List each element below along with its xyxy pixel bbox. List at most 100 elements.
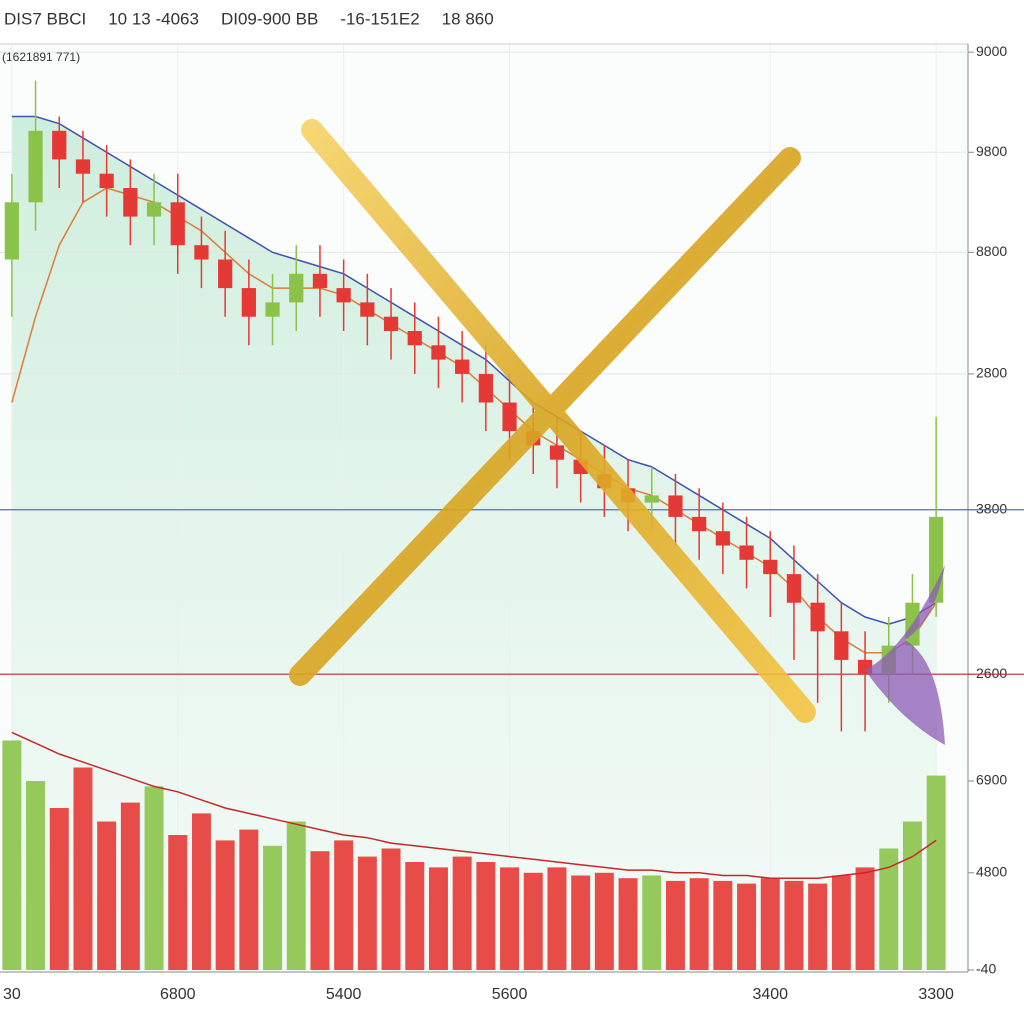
- volume-bar: [571, 875, 591, 970]
- volume-bar: [902, 821, 922, 970]
- volume-bar: [808, 883, 828, 970]
- volume-bar: [547, 867, 567, 970]
- volume-bar: [855, 867, 875, 970]
- candle-body: [668, 495, 683, 517]
- volume-ma-line: [11, 731, 937, 879]
- x-tick-label: 5600: [492, 986, 528, 1003]
- y-tick-label: 9800: [976, 143, 1007, 159]
- candle-body: [549, 445, 565, 460]
- candle-body: [786, 574, 802, 603]
- header-item: DI09-900 BB: [221, 9, 318, 28]
- gold-stroke: [289, 147, 801, 686]
- volume-bar: [191, 813, 211, 970]
- volume-bar: [97, 821, 117, 970]
- volume-bar: [49, 808, 69, 970]
- candle-body: [28, 130, 43, 203]
- volume-bar: [642, 875, 662, 970]
- volume-bar: [334, 840, 354, 970]
- purple-shape: [865, 565, 945, 745]
- volume-bar: [2, 740, 22, 970]
- candle-body: [834, 631, 849, 660]
- ma-line: [11, 115, 937, 625]
- candle-body: [431, 345, 446, 360]
- volume-bar: [476, 862, 496, 970]
- volume-bar: [760, 878, 780, 970]
- volume-bar: [500, 867, 520, 970]
- area-fill: [11, 116, 937, 970]
- ma-line: [11, 187, 937, 654]
- candle-body: [715, 531, 730, 546]
- subtitle: (1621891 771): [2, 50, 80, 64]
- volume-bar: [168, 835, 188, 970]
- x-tick-label: 6800: [160, 986, 196, 1003]
- volume-bar: [286, 821, 306, 970]
- candle-body: [383, 316, 399, 331]
- candle-body: [644, 495, 659, 503]
- y-tick-label: 3800: [976, 500, 1007, 516]
- header-item: 18 860: [442, 9, 494, 28]
- candle-body: [170, 202, 185, 246]
- y-tick-label: 6900: [976, 772, 1007, 788]
- gold-stroke: [301, 119, 816, 723]
- header: DIS7 BBCI 10 13 -4063 DI09-900 BB -16-151E2…: [4, 9, 494, 28]
- candle-body: [75, 159, 91, 174]
- volume-bar: [120, 802, 140, 970]
- candle-body: [478, 373, 493, 403]
- volume-bar: [665, 880, 685, 970]
- volume-bar: [26, 781, 46, 970]
- header-item: 10 13 -4063: [108, 9, 199, 28]
- volume-bar: [926, 775, 946, 970]
- candle-body: [241, 288, 256, 317]
- candle-body: [739, 545, 754, 560]
- candle-body: [218, 259, 233, 289]
- y-tick-label: 8800: [976, 243, 1007, 259]
- volume-bar: [879, 848, 899, 970]
- volume-bar: [618, 878, 638, 970]
- volume-bar: [310, 851, 330, 970]
- volume-bar: [594, 872, 614, 970]
- volume-bar: [73, 767, 93, 970]
- volume-bar: [713, 880, 733, 970]
- candle-body: [336, 288, 351, 303]
- plot-layer: 9000 9800 8800 2800 3800 2600 6900 4800 -40 30 680…: [0, 43, 1024, 1003]
- candle-body: [52, 130, 67, 160]
- volume-bar: [381, 848, 401, 970]
- volume-bar: [523, 872, 543, 970]
- volume-bar: [428, 867, 448, 970]
- candle-body: [99, 173, 114, 188]
- candle-body: [763, 559, 778, 575]
- volume-bar: [452, 856, 472, 970]
- x-tick-label: 30: [3, 986, 21, 1003]
- overlay-x: [289, 119, 816, 723]
- candle-body: [289, 273, 304, 303]
- y-tick-label: 9000: [976, 43, 1007, 59]
- volume-bar: [784, 880, 804, 970]
- volume-bar: [405, 862, 425, 970]
- y-tick-label: 2800: [976, 365, 1007, 381]
- header-item: -16-151E2: [340, 9, 419, 28]
- candle-body: [194, 245, 209, 260]
- volume-bar: [263, 845, 283, 970]
- candle-body: [692, 516, 707, 532]
- candle-body: [265, 302, 280, 317]
- candle-body: [455, 359, 470, 374]
- volume-bar: [357, 856, 377, 970]
- volume-bar: [215, 840, 235, 970]
- candle-body: [4, 202, 19, 260]
- candle-body: [502, 402, 517, 432]
- candle-body: [360, 302, 375, 317]
- volume-bar: [144, 786, 164, 970]
- y-tick-label: 2600: [976, 665, 1007, 681]
- volume-bar: [689, 878, 709, 970]
- x-tick-label: 3400: [752, 986, 788, 1003]
- y-tick-label: -40: [976, 961, 996, 977]
- volume-bar: [737, 883, 757, 970]
- header-item: DIS7 BBCI: [4, 9, 86, 28]
- y-tick-label: 4800: [976, 864, 1007, 880]
- candle-body: [146, 202, 162, 217]
- volume-bar: [831, 875, 851, 970]
- x-tick-label: 3300: [918, 986, 954, 1003]
- candle-body: [407, 331, 422, 346]
